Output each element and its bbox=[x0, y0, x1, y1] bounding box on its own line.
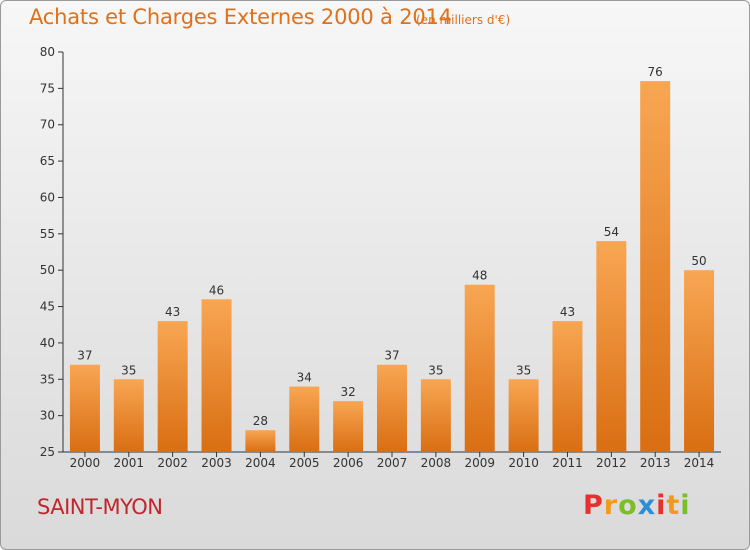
data-label-2000: 37 bbox=[77, 349, 92, 363]
data-label-2002: 43 bbox=[165, 305, 180, 319]
x-tick-label: 2005 bbox=[289, 456, 320, 470]
axes: 25 30 35 40 45 50 55 60 65 70 75 80 2000 2001 2002 2003… bbox=[40, 45, 721, 470]
bar-2009 bbox=[464, 284, 495, 452]
data-label-2001: 35 bbox=[121, 363, 136, 377]
bar-2002 bbox=[157, 321, 188, 452]
y-tick-label: 30 bbox=[40, 409, 55, 423]
data-label-2013: 76 bbox=[648, 65, 663, 79]
x-tick-label: 2006 bbox=[333, 456, 364, 470]
data-label-2007: 37 bbox=[384, 349, 399, 363]
y-tick-label: 50 bbox=[40, 263, 55, 277]
x-tick-label: 2001 bbox=[114, 456, 145, 470]
chart-title: Achats et Charges Externes 2000 à 2014 bbox=[29, 5, 452, 29]
data-label-2014: 50 bbox=[691, 254, 706, 268]
bar-2012 bbox=[596, 241, 627, 452]
bar-2010 bbox=[508, 379, 539, 452]
chart-subtitle: (en milliers d'€) bbox=[416, 13, 511, 27]
bar-2006 bbox=[333, 401, 364, 452]
bars bbox=[69, 81, 715, 452]
y-tick-label: 45 bbox=[40, 300, 55, 314]
logo-letter: x bbox=[637, 490, 657, 521]
data-label-2008: 35 bbox=[428, 363, 443, 377]
bar-2000 bbox=[69, 364, 100, 452]
logo-letter: t bbox=[666, 490, 681, 521]
x-tick-label: 2008 bbox=[421, 456, 452, 470]
x-tick-label: 2010 bbox=[508, 456, 539, 470]
bar-2004 bbox=[245, 430, 276, 452]
data-labels: 37 35 43 46 28 34 32 37 35 48 35 43 54 76 50 bbox=[77, 65, 706, 428]
data-label-2011: 43 bbox=[560, 305, 575, 319]
logo-letter: P bbox=[583, 490, 604, 521]
y-tick-label: 25 bbox=[40, 445, 55, 459]
bar-2003 bbox=[201, 299, 232, 452]
bar-2001 bbox=[113, 379, 144, 452]
data-label-2006: 32 bbox=[340, 385, 355, 399]
x-tick-label: 2009 bbox=[464, 456, 495, 470]
x-tick-label: 2011 bbox=[552, 456, 583, 470]
y-tick-label: 75 bbox=[40, 81, 55, 95]
data-label-2009: 48 bbox=[472, 269, 487, 283]
x-tick-label: 2002 bbox=[157, 456, 188, 470]
x-tick-label: 2000 bbox=[70, 456, 101, 470]
bar-2005 bbox=[289, 386, 320, 452]
data-label-2012: 54 bbox=[604, 225, 619, 239]
data-label-2005: 34 bbox=[297, 371, 312, 385]
x-tick-label: 2013 bbox=[640, 456, 671, 470]
bar-2013 bbox=[640, 81, 671, 452]
commune-name: SAINT-MYON bbox=[37, 495, 163, 519]
y-tick-label: 40 bbox=[40, 336, 55, 350]
y-tick-label: 35 bbox=[40, 372, 55, 386]
bar-2008 bbox=[420, 379, 451, 452]
x-tick-label: 2007 bbox=[377, 456, 408, 470]
y-tick-label: 60 bbox=[40, 190, 55, 204]
x-tick-label: 2012 bbox=[596, 456, 627, 470]
logo-letter: i bbox=[680, 490, 691, 521]
data-label-2004: 28 bbox=[253, 414, 268, 428]
y-tick-label: 65 bbox=[40, 154, 55, 168]
x-tick-label: 2014 bbox=[684, 456, 715, 470]
y-tick-label: 55 bbox=[40, 227, 55, 241]
bar-2011 bbox=[552, 321, 583, 452]
x-tick-label: 2004 bbox=[245, 456, 276, 470]
y-tick-label: 70 bbox=[40, 118, 55, 132]
bar-2014 bbox=[684, 270, 715, 452]
bar-2007 bbox=[377, 364, 407, 452]
logo-letter: r bbox=[603, 490, 619, 521]
y-tick-label: 80 bbox=[40, 45, 55, 59]
proxiti-logo: Proxiti bbox=[583, 490, 691, 521]
logo-letter: i bbox=[656, 490, 667, 521]
logo-letter: o bbox=[618, 490, 638, 521]
data-label-2003: 46 bbox=[209, 283, 224, 297]
x-tick-label: 2003 bbox=[201, 456, 232, 470]
data-label-2010: 35 bbox=[516, 363, 531, 377]
